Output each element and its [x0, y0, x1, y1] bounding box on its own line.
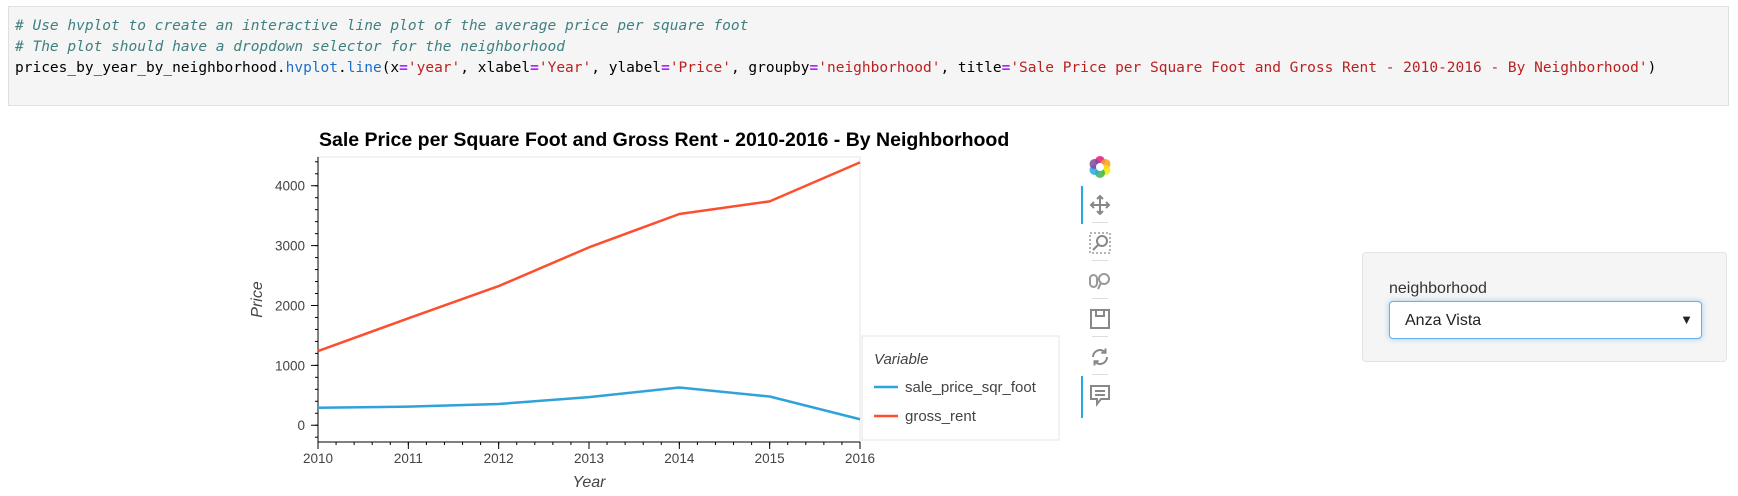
- x-tick-label: 2015: [755, 451, 785, 466]
- series-line-sale_price_sqr_foot: [317, 386, 861, 421]
- code-comment-line-2: # The plot should have a dropdown select…: [15, 39, 565, 55]
- wheel-zoom-icon[interactable]: [1087, 268, 1113, 294]
- y-tick-label: 4000: [275, 179, 305, 194]
- code-token: .: [338, 60, 347, 76]
- code-token: line: [346, 60, 382, 76]
- x-axis-label: Year: [573, 474, 607, 491]
- neighborhood-select[interactable]: Anza Vista ▼: [1389, 301, 1702, 339]
- plot-area: [317, 156, 861, 443]
- x-tick-label: 2012: [484, 451, 514, 466]
- code-token: .: [276, 60, 286, 76]
- code-token: 'neighborhood': [818, 60, 941, 76]
- y-tick-label: 1000: [275, 358, 305, 373]
- bokeh-logo-icon[interactable]: [1087, 154, 1113, 180]
- code-token: =: [399, 60, 408, 76]
- code-token: (x: [381, 60, 400, 76]
- y-tick-label: 3000: [275, 239, 305, 254]
- neighborhood-selected-value: Anza Vista: [1405, 312, 1482, 329]
- box-zoom-icon[interactable]: [1087, 230, 1113, 256]
- reset-icon[interactable]: [1087, 344, 1113, 370]
- code-token: =: [809, 60, 819, 76]
- code-token: prices_by_year_by_neighborhood: [15, 60, 277, 76]
- code-token: 'Year': [538, 60, 592, 76]
- legend-label: sale_price_sqr_foot: [905, 379, 1037, 396]
- toolbar-separator: [1092, 222, 1108, 223]
- code-comment-line-1: # Use hvplot to create an interactive li…: [15, 18, 749, 34]
- code-token: , xlabel: [460, 60, 531, 76]
- code-token: hvplot: [285, 60, 339, 76]
- legend-label: gross_rent: [905, 408, 977, 425]
- code-token: =: [530, 60, 539, 76]
- x-tick-label: 2014: [664, 451, 695, 466]
- y-axis-label: Price: [249, 281, 266, 318]
- chart-title: Sale Price per Square Foot and Gross Ren…: [319, 129, 1009, 151]
- save-icon[interactable]: [1087, 306, 1113, 332]
- code-token: ): [1647, 60, 1657, 76]
- hover-icon[interactable]: [1087, 382, 1113, 408]
- y-tick-label: 0: [297, 418, 305, 433]
- code-token: , groupby: [730, 60, 810, 76]
- code-token: , title: [940, 60, 1002, 76]
- toolbar-separator: [1092, 260, 1108, 261]
- y-tick-label: 2000: [275, 298, 305, 313]
- neighborhood-label: neighborhood: [1389, 280, 1487, 297]
- chevron-down-icon: ▼: [1680, 312, 1693, 327]
- plot-toolbar: [1080, 152, 1120, 422]
- active-drag-indicator: [1081, 186, 1083, 224]
- code-token: , ylabel: [591, 60, 662, 76]
- code-token: 'Price': [669, 60, 731, 76]
- code-token: =: [661, 60, 670, 76]
- x-tick-label: 2010: [303, 451, 333, 466]
- toolbar-separator: [1092, 298, 1108, 299]
- code-token: 'Sale Price per Square Foot and Gross Re…: [1010, 60, 1648, 76]
- code-token: =: [1001, 60, 1011, 76]
- x-tick-label: 2011: [394, 451, 423, 466]
- series-line-gross_rent: [317, 161, 861, 353]
- code-token: 'year': [407, 60, 461, 76]
- x-tick-label: 2016: [845, 451, 875, 466]
- x-tick-label: 2013: [574, 451, 604, 466]
- code-cell[interactable]: # Use hvplot to create an interactive li…: [8, 6, 1729, 106]
- neighborhood-widget: neighborhood Anza Vista ▼: [1362, 252, 1727, 362]
- toolbar-separator: [1092, 336, 1108, 337]
- legend-title: Variable: [874, 351, 928, 368]
- code-line-3: prices_by_year_by_neighborhood.hvplot.li…: [15, 58, 1656, 78]
- toolbar-separator: [1092, 374, 1108, 375]
- pan-icon[interactable]: [1087, 192, 1113, 218]
- active-inspect-indicator: [1081, 376, 1083, 418]
